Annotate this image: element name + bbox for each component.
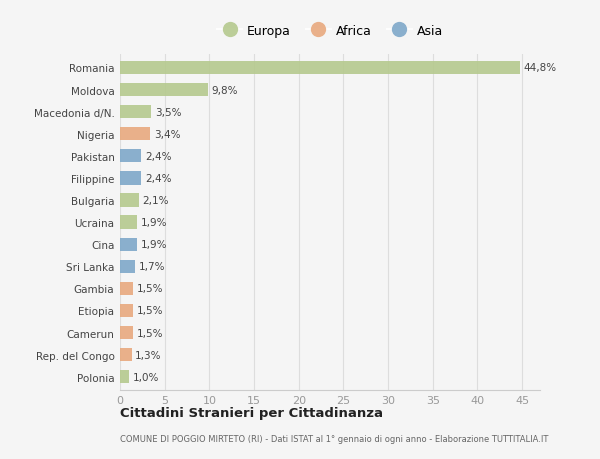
Bar bbox=[120, 348, 131, 362]
Text: 2,1%: 2,1% bbox=[142, 196, 169, 206]
Text: 2,4%: 2,4% bbox=[145, 174, 172, 184]
Bar bbox=[120, 84, 208, 97]
Text: 1,3%: 1,3% bbox=[135, 350, 161, 360]
Bar bbox=[120, 62, 520, 75]
Text: 3,4%: 3,4% bbox=[154, 129, 181, 140]
Bar bbox=[120, 238, 137, 251]
Bar bbox=[120, 106, 151, 119]
Bar bbox=[120, 216, 137, 229]
Text: 44,8%: 44,8% bbox=[524, 63, 557, 73]
Text: 1,9%: 1,9% bbox=[140, 218, 167, 228]
Legend: Europa, Africa, Asia: Europa, Africa, Asia bbox=[217, 24, 443, 38]
Text: 1,9%: 1,9% bbox=[140, 240, 167, 250]
Text: 3,5%: 3,5% bbox=[155, 107, 181, 118]
Text: 1,5%: 1,5% bbox=[137, 306, 163, 316]
Bar bbox=[120, 260, 135, 273]
Text: 1,0%: 1,0% bbox=[133, 372, 159, 382]
Text: 2,4%: 2,4% bbox=[145, 151, 172, 162]
Bar bbox=[120, 194, 139, 207]
Bar bbox=[120, 282, 133, 295]
Text: 9,8%: 9,8% bbox=[211, 85, 238, 95]
Text: 1,5%: 1,5% bbox=[137, 284, 163, 294]
Bar bbox=[120, 304, 133, 318]
Text: COMUNE DI POGGIO MIRTETO (RI) - Dati ISTAT al 1° gennaio di ogni anno - Elaboraz: COMUNE DI POGGIO MIRTETO (RI) - Dati IST… bbox=[120, 434, 548, 443]
Bar bbox=[120, 150, 142, 163]
Text: Cittadini Stranieri per Cittadinanza: Cittadini Stranieri per Cittadinanza bbox=[120, 406, 383, 419]
Bar bbox=[120, 172, 142, 185]
Text: 1,5%: 1,5% bbox=[137, 328, 163, 338]
Bar bbox=[120, 128, 151, 141]
Text: 1,7%: 1,7% bbox=[139, 262, 165, 272]
Bar bbox=[120, 326, 133, 340]
Bar bbox=[120, 370, 129, 384]
